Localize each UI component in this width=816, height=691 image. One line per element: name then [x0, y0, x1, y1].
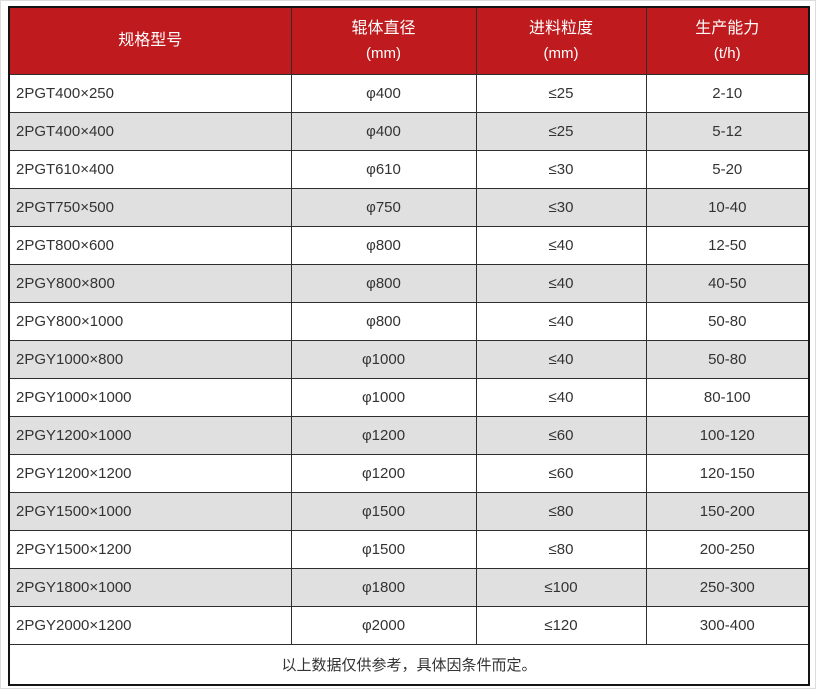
column-header-roller-diameter-label: 辊体直径 [351, 20, 416, 37]
column-header-capacity-label: 生产能力 [695, 20, 760, 37]
feed-size-cell: ≤40 [475, 226, 647, 265]
model-cell: 2PGT400×400 [8, 112, 292, 151]
model-cell: 2PGY1200×1200 [8, 454, 292, 493]
capacity-cell: 200-250 [645, 530, 810, 569]
model-cell: 2PGY1800×1000 [8, 568, 292, 607]
roller-diameter-cell: φ610 [290, 150, 477, 189]
roller-diameter-cell: φ800 [290, 226, 477, 265]
table-row: 2PGY800×800 φ800 ≤40 40-50 [8, 264, 810, 303]
model-cell: 2PGY2000×1200 [8, 606, 292, 645]
column-header-feed-size-label: 进料粒度 [528, 20, 593, 37]
model-cell: 2PGY1500×1000 [8, 492, 292, 531]
feed-size-cell: ≤40 [475, 340, 647, 379]
feed-size-cell: ≤80 [475, 492, 647, 531]
table-row: 2PGT750×500 φ750 ≤30 10-40 [8, 188, 810, 227]
feed-size-cell: ≤120 [475, 606, 647, 645]
column-header-model: 规格型号 [8, 6, 292, 75]
capacity-cell: 250-300 [645, 568, 810, 607]
column-header-capacity: 生产能力 (t/h) [645, 6, 810, 75]
roller-diameter-cell: φ1500 [290, 530, 477, 569]
model-cell: 2PGY800×1000 [8, 302, 292, 341]
capacity-cell: 120-150 [645, 454, 810, 493]
table-row: 2PGY1000×1000 φ1000 ≤40 80-100 [8, 378, 810, 417]
column-header-roller-diameter: 辊体直径 (mm) [290, 6, 477, 75]
column-header-feed-size: 进料粒度 (mm) [475, 6, 647, 75]
feed-size-cell: ≤100 [475, 568, 647, 607]
feed-size-cell: ≤40 [475, 302, 647, 341]
roller-diameter-cell: φ1200 [290, 454, 477, 493]
model-cell: 2PGY800×800 [8, 264, 292, 303]
model-cell: 2PGY1000×1000 [8, 378, 292, 417]
table-row: 2PGY1500×1000 φ1500 ≤80 150-200 [8, 492, 810, 531]
roller-diameter-cell: φ1000 [290, 378, 477, 417]
table-row: 2PGT400×400 φ400 ≤25 5-12 [8, 112, 810, 151]
column-header-capacity-unit: (t/h) [713, 45, 741, 62]
capacity-cell: 100-120 [645, 416, 810, 455]
roller-diameter-cell: φ1500 [290, 492, 477, 531]
footer-note: 以上数据仅供参考，具体因条件而定。 [8, 644, 810, 686]
table-row: 2PGY800×1000 φ800 ≤40 50-80 [8, 302, 810, 341]
feed-size-cell: ≤60 [475, 416, 647, 455]
table-row: 2PGY1000×800 φ1000 ≤40 50-80 [8, 340, 810, 379]
roller-diameter-cell: φ1800 [290, 568, 477, 607]
capacity-cell: 2-10 [645, 74, 810, 113]
capacity-cell: 5-20 [645, 150, 810, 189]
table-row: 2PGY1800×1000 φ1800 ≤100 250-300 [8, 568, 810, 607]
feed-size-cell: ≤25 [475, 74, 647, 113]
roller-diameter-cell: φ800 [290, 264, 477, 303]
model-cell: 2PGY1000×800 [8, 340, 292, 379]
header-row: 规格型号 辊体直径 (mm) 进料粒度 (mm) 生产能力 (t/h) [8, 6, 810, 75]
capacity-cell: 40-50 [645, 264, 810, 303]
roller-diameter-cell: φ400 [290, 74, 477, 113]
model-cell: 2PGT750×500 [8, 188, 292, 227]
capacity-cell: 5-12 [645, 112, 810, 151]
roller-diameter-cell: φ400 [290, 112, 477, 151]
feed-size-cell: ≤40 [475, 378, 647, 417]
model-cell: 2PGT400×250 [8, 74, 292, 113]
roller-diameter-cell: φ750 [290, 188, 477, 227]
model-cell: 2PGT800×600 [8, 226, 292, 265]
table-row: 2PGY1500×1200 φ1500 ≤80 200-250 [8, 530, 810, 569]
table-body: 2PGT400×250 φ400 ≤25 2-10 2PGT400×400 φ400 ≤25… [8, 74, 810, 645]
capacity-cell: 50-80 [645, 340, 810, 379]
column-header-roller-diameter-unit: (mm) [366, 45, 401, 62]
roller-diameter-cell: φ800 [290, 302, 477, 341]
capacity-cell: 150-200 [645, 492, 810, 531]
feed-size-cell: ≤30 [475, 150, 647, 189]
table-row: 2PGT400×250 φ400 ≤25 2-10 [8, 74, 810, 113]
model-cell: 2PGY1200×1000 [8, 416, 292, 455]
capacity-cell: 80-100 [645, 378, 810, 417]
capacity-cell: 50-80 [645, 302, 810, 341]
column-header-feed-size-unit: (mm) [543, 45, 579, 62]
table-row: 2PGT800×600 φ800 ≤40 12-50 [8, 226, 810, 265]
feed-size-cell: ≤80 [475, 530, 647, 569]
capacity-cell: 300-400 [645, 606, 810, 645]
table-row: 2PGT610×400 φ610 ≤30 5-20 [8, 150, 810, 189]
table-row: 2PGY1200×1200 φ1200 ≤60 120-150 [8, 454, 810, 493]
feed-size-cell: ≤30 [475, 188, 647, 227]
model-cell: 2PGY1500×1200 [8, 530, 292, 569]
capacity-cell: 12-50 [645, 226, 810, 265]
footer-row: 以上数据仅供参考，具体因条件而定。 [8, 644, 810, 686]
feed-size-cell: ≤25 [475, 112, 647, 151]
model-cell: 2PGT610×400 [8, 150, 292, 189]
column-header-model-label: 规格型号 [118, 32, 183, 49]
capacity-cell: 10-40 [645, 188, 810, 227]
roller-diameter-cell: φ1200 [290, 416, 477, 455]
roller-diameter-cell: φ1000 [290, 340, 477, 379]
feed-size-cell: ≤40 [475, 264, 647, 303]
table-row: 2PGY2000×1200 φ2000 ≤120 300-400 [8, 606, 810, 645]
table-row: 2PGY1200×1000 φ1200 ≤60 100-120 [8, 416, 810, 455]
roller-diameter-cell: φ2000 [290, 606, 477, 645]
spec-table: 规格型号 辊体直径 (mm) 进料粒度 (mm) 生产能力 (t/h) 2PGT… [8, 6, 810, 686]
feed-size-cell: ≤60 [475, 454, 647, 493]
